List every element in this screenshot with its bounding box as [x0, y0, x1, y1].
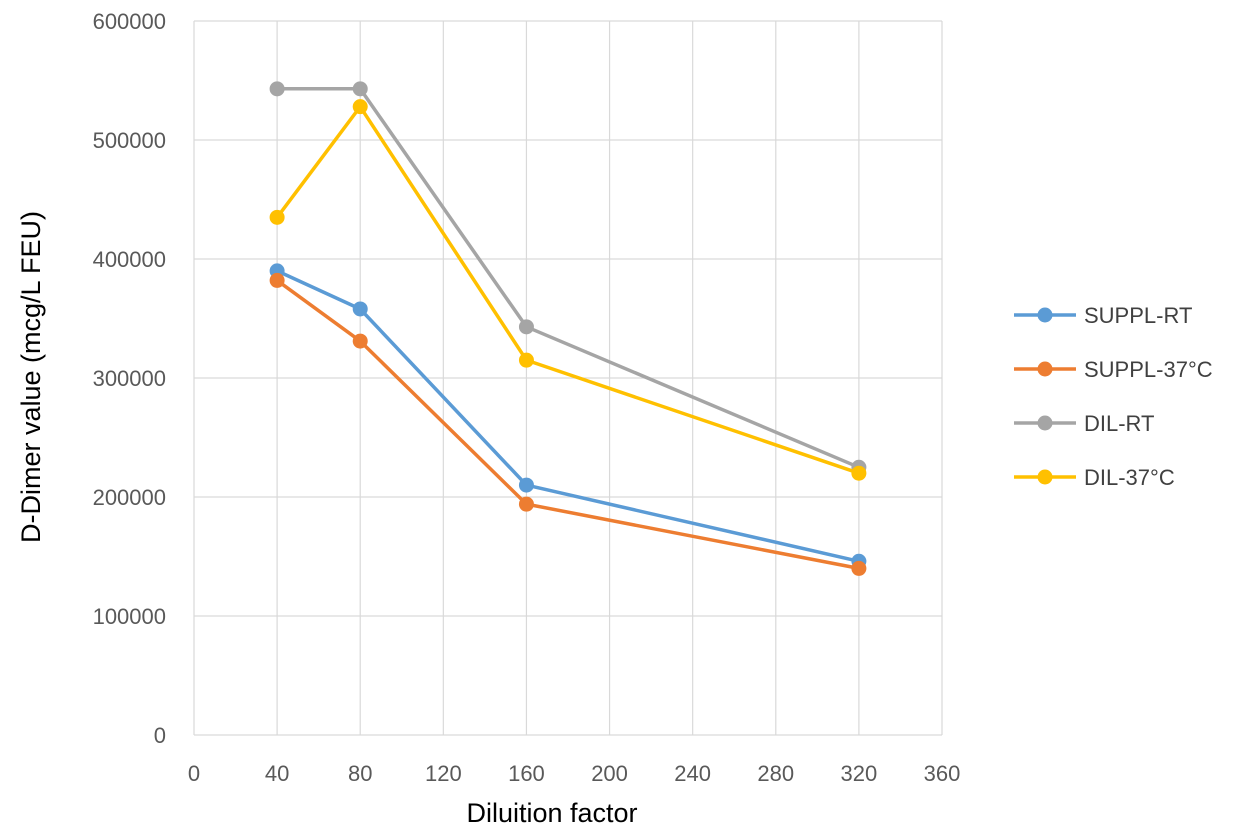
x-tick-label: 120 — [425, 761, 462, 786]
legend-swatch-marker — [1037, 361, 1053, 377]
x-tick-label: 0 — [188, 761, 200, 786]
data-point — [518, 496, 534, 512]
series-lines — [269, 81, 867, 576]
x-tick-label: 200 — [591, 761, 628, 786]
data-point — [518, 477, 534, 493]
x-tick-label: 40 — [265, 761, 289, 786]
data-point — [851, 560, 867, 576]
data-point — [352, 99, 368, 115]
y-axis-title: D-Dimer value (mcg/L FEU) — [16, 211, 46, 543]
y-tick-label: 500000 — [93, 128, 166, 153]
y-tick-label: 0 — [154, 723, 166, 748]
x-tick-label: 80 — [348, 761, 372, 786]
data-point — [851, 465, 867, 481]
legend-item: DIL-37°C — [1014, 465, 1175, 490]
x-tick-label: 320 — [841, 761, 878, 786]
data-point — [518, 319, 534, 335]
tick-labels: 0 100000 200000 300000 400000 500000 600000 0 40… — [93, 9, 961, 786]
series-dil-37-c — [269, 99, 867, 481]
series-line — [275, 104, 860, 475]
legend: SUPPL-RT SUPPL-37°C DIL-RT DIL-37°C — [1014, 303, 1213, 490]
legend-label: SUPPL-37°C — [1084, 357, 1213, 382]
legend-label: SUPPL-RT — [1084, 303, 1192, 328]
y-tick-label: 200000 — [93, 485, 166, 510]
data-point — [352, 81, 368, 97]
x-axis-title: Diluition factor — [466, 798, 637, 828]
legend-label: DIL-37°C — [1084, 465, 1175, 490]
data-point — [518, 352, 534, 368]
series-suppl-rt — [269, 263, 867, 569]
legend-swatch-marker — [1037, 307, 1053, 323]
legend-label: DIL-RT — [1084, 411, 1155, 436]
legend-item: SUPPL-37°C — [1014, 357, 1213, 382]
data-point — [269, 81, 285, 97]
data-point — [352, 301, 368, 317]
grid — [193, 20, 943, 736]
series-line — [276, 278, 860, 571]
x-tick-label: 240 — [674, 761, 711, 786]
data-point — [269, 209, 285, 225]
legend-swatch-marker — [1037, 415, 1053, 431]
y-tick-label: 300000 — [93, 366, 166, 391]
series-suppl-37-c — [269, 272, 867, 576]
x-tick-label: 360 — [924, 761, 961, 786]
legend-swatch-marker — [1037, 469, 1053, 485]
data-point — [352, 333, 368, 349]
x-tick-label: 160 — [508, 761, 545, 786]
legend-item: DIL-RT — [1014, 411, 1155, 436]
y-tick-label: 400000 — [93, 247, 166, 272]
legend-item: SUPPL-RT — [1014, 303, 1192, 328]
series-line — [276, 269, 860, 564]
y-tick-label: 600000 — [93, 9, 166, 34]
data-point — [269, 272, 285, 288]
series-line — [277, 87, 860, 469]
x-tick-label: 280 — [757, 761, 794, 786]
y-tick-label: 100000 — [93, 604, 166, 629]
